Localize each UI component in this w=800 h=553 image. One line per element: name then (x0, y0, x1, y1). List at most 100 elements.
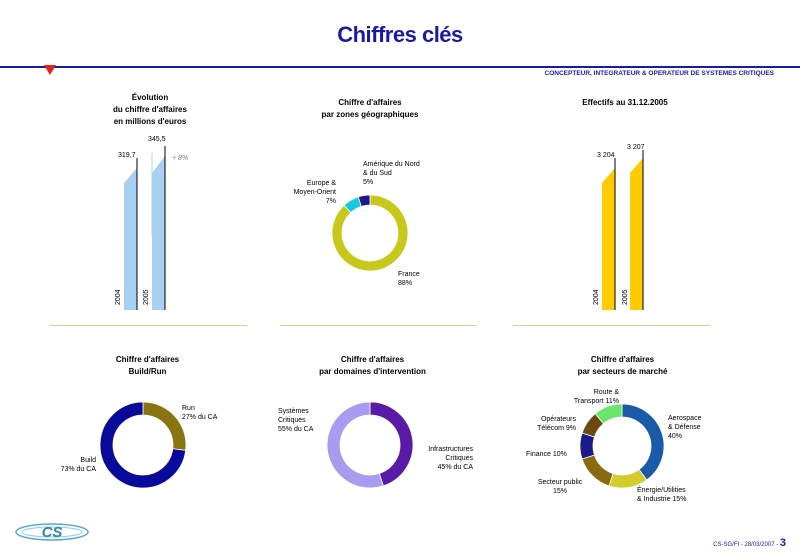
build-run-label-build: Build 73% du CA (44, 456, 96, 474)
label-line: 40% (668, 433, 683, 440)
label-line: 5% (363, 179, 374, 186)
header-rule (0, 66, 800, 68)
title-line: Évolution (131, 93, 169, 102)
title-line: Effectifs au 31.12.2005 (582, 98, 668, 107)
revenue-chart-title: Évolution du chiffre d'affaires en milli… (90, 92, 210, 128)
geo-donut-chart (331, 194, 409, 272)
donut (579, 403, 665, 489)
donut (99, 401, 187, 489)
donut (331, 194, 409, 272)
title-line: du chiffre d'affaires (113, 105, 187, 114)
label-line: Route & (593, 389, 619, 396)
bar-shape (630, 158, 643, 310)
title-line: Chiffre d'affaires (590, 355, 655, 364)
separator (50, 325, 247, 326)
sectors-label-aero: Aerospace & Défense 40% (668, 414, 718, 441)
headcount-bar-2004 (602, 158, 616, 310)
headcount-bar-chart (602, 150, 644, 310)
label-line: Moyen-Orient (293, 189, 336, 196)
bar-value-label: 3 207 (627, 144, 645, 151)
headcount-chart-title: Effectifs au 31.12.2005 (560, 97, 690, 109)
title-line: en millions d'euros (113, 117, 187, 126)
domains-donut-chart (326, 401, 414, 489)
geo-label-france: France 88% (398, 270, 438, 288)
logo-text: CS (42, 524, 63, 541)
title-line: Chiffre d'affaires (338, 98, 402, 107)
label-line: Infrastructures (428, 446, 473, 453)
sectors-label-energie: Énergie/Utilities & Industrie 15% (637, 486, 707, 504)
donut-slice-infrastructures-critiques (369, 401, 414, 487)
build-run-label-run: Run 27% du CA (182, 404, 242, 422)
footer-ref: CS-SG/FI - 28/03/2007 - (713, 542, 779, 548)
domains-label-systemes: Systèmes Critiques 55% du CA (278, 407, 323, 434)
label-line: 15% (552, 488, 567, 495)
sectors-label-finance: Finance 10% (526, 450, 576, 459)
label-line: Amérique du Nord (363, 161, 420, 168)
donut-slice-run (142, 401, 187, 451)
sectors-label-route: Route & Transport 11% (564, 388, 619, 406)
label-line: 55% du CA (278, 426, 314, 433)
label-line: Secteur public (537, 479, 583, 486)
bar-year-label: 2005 (143, 289, 150, 305)
bar-value-label: 345,5 (148, 136, 166, 143)
tagline: CONCEPTEUR, INTEGRATEUR & OPERATEUR DE S… (544, 70, 774, 77)
bar-year-label: 2005 (622, 289, 629, 305)
label-line: Énergie/Utilities (637, 487, 686, 494)
donut-slice-finance (579, 432, 595, 460)
sectors-donut-chart (579, 403, 665, 489)
donut-slice-route-transport (594, 403, 623, 425)
donut-slice-aerospace-d-fense (621, 403, 665, 481)
label-line: Critiques (445, 455, 473, 462)
label-line: 73% du CA (60, 466, 96, 473)
geo-label-north-america: Amérique du Nord & du Sud 5% (363, 160, 443, 187)
bar-shape (152, 156, 165, 310)
donut-slice-france (331, 194, 409, 272)
cs-logo-icon: CS (15, 523, 89, 541)
sectors-label-telecom: Opérateurs Télécom 9% (528, 415, 576, 433)
label-line: 45% du CA (437, 464, 473, 471)
donut (326, 401, 414, 489)
label-line: Build (80, 457, 96, 464)
revenue-bar-chart (124, 146, 166, 310)
marker-triangle-icon (44, 65, 56, 75)
page-title: Chiffres clés (337, 22, 463, 47)
sectors-label-public: Secteur public 15% (528, 478, 592, 496)
label-line: France (398, 271, 420, 278)
label-line: Systèmes (278, 408, 309, 415)
label-line: & Industrie 15% (637, 496, 687, 503)
revenue-bar-2005 (152, 146, 166, 310)
label-line: Finance 10% (526, 451, 567, 458)
separator (280, 325, 477, 326)
bar-shape (124, 168, 137, 310)
label-line: & Défense (668, 424, 701, 431)
bar-year-label: 2004 (593, 289, 600, 305)
title-line: par secteurs de marché (577, 367, 668, 376)
bar-shape (602, 168, 615, 310)
geo-chart-title: Chiffre d'affaires par zones géographiqu… (300, 97, 440, 121)
build-run-chart-title: Chiffre d'affaires Build/Run (90, 354, 205, 378)
label-line: Critiques (278, 417, 306, 424)
label-line: 88% (398, 280, 413, 287)
bar-year-label: 2004 (115, 289, 122, 305)
label-line: & du Sud (363, 170, 392, 177)
page-number: 3 (779, 537, 786, 549)
label-line: 27% du CA (182, 414, 218, 421)
revenue-bar-2004 (124, 158, 138, 310)
donut-slice-build (99, 401, 187, 489)
footer: CS-SG/FI - 28/03/2007 - 3 (713, 537, 786, 549)
label-line: 7% (325, 198, 336, 205)
separator (513, 325, 710, 326)
label-line: Europe & (306, 180, 336, 187)
geo-label-europe: Europe & Moyen-Orient 7% (286, 179, 336, 206)
headcount-bar-2005 (630, 150, 644, 310)
label-line: Transport 11% (573, 398, 619, 405)
domains-chart-title: Chiffre d'affaires par domaines d'interv… (300, 354, 445, 378)
bar-value-label: 319,7 (118, 152, 136, 159)
label-line: Télécom 9% (537, 425, 576, 432)
title-line: par zones géographiques (321, 110, 419, 119)
title-line: par domaines d'intervention (319, 367, 426, 376)
donut-slice-syst-mes-critiques (326, 401, 384, 489)
label-line: Run (182, 405, 195, 412)
title-line: Chiffre d'affaires (115, 355, 180, 364)
growth-label: + 8% (172, 155, 189, 162)
